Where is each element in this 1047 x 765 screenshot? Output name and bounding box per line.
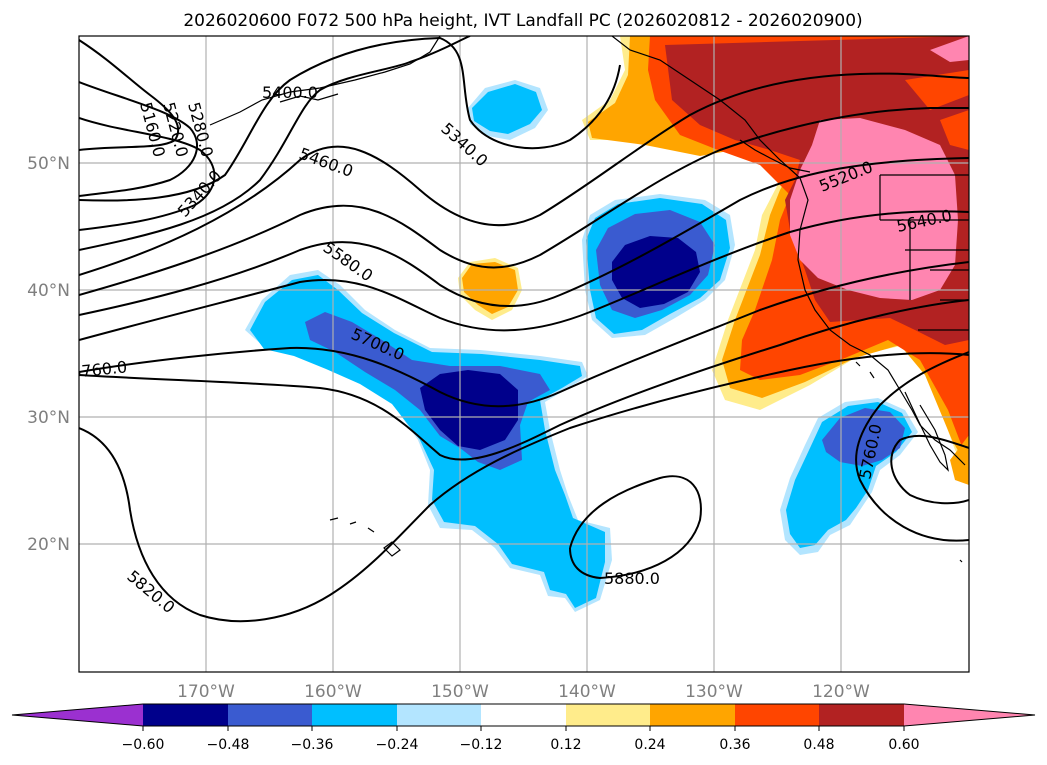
lat-label-40: 40°N	[27, 281, 70, 301]
height-contours	[79, 36, 969, 623]
shade-pink-nw	[930, 36, 969, 62]
lon-label-120w: 120°W	[812, 682, 870, 702]
positive-shading	[458, 36, 969, 485]
contour-label-5400: 5400.0	[262, 83, 318, 102]
shade-navy-sw	[420, 370, 518, 450]
colorbar-bin-1	[143, 704, 228, 726]
map-frame	[78, 35, 970, 673]
contour-5340	[79, 36, 621, 202]
figure-title: 2026020600 F072 500 hPa height, IVT Land…	[183, 11, 862, 31]
colorbar-bin-5	[481, 704, 566, 726]
shade-royal-se	[822, 408, 905, 466]
colorbar-tick-0: −0.60	[122, 737, 165, 753]
lon-label-160w: 160°W	[304, 682, 362, 702]
colorbar-tick-8: 0.48	[803, 737, 834, 753]
shade-orange-bc	[905, 70, 969, 110]
contour-5820	[79, 352, 969, 623]
shade-cyan-sw	[250, 275, 605, 608]
graticule	[79, 36, 969, 672]
colorbar-bin-2	[228, 704, 312, 726]
contour-5760-se	[855, 351, 969, 542]
lon-label-150w: 150°W	[431, 682, 489, 702]
colorbar-bin-8	[735, 704, 819, 726]
lat-label-30: 30°N	[27, 408, 70, 428]
contour-5280	[79, 117, 216, 231]
colorbar-tick-7: 0.36	[719, 737, 750, 753]
colorbar-over-arrow	[904, 704, 1035, 726]
contour-5700	[79, 261, 969, 408]
colorbar-bin-7	[650, 704, 735, 726]
colorbar-tick-5: 0.12	[550, 737, 581, 753]
colorbar-tick-3: −0.24	[376, 737, 419, 753]
colorbar-under-arrow	[12, 704, 143, 726]
contour-5580	[79, 157, 969, 316]
lat-label-20: 20°N	[27, 535, 70, 555]
longitude-labels: 170°W 160°W 150°W 140°W 130°W 120°W	[177, 682, 870, 702]
lat-label-50: 50°N	[27, 154, 70, 174]
colorbar-tick-9: 0.60	[888, 737, 919, 753]
contour-5760	[79, 299, 969, 461]
contour-5460	[79, 72, 969, 276]
colorbar-bin-9	[819, 704, 904, 726]
colorbar-bin-4	[397, 704, 481, 726]
contour-5880	[569, 475, 702, 580]
colorbar-ticks	[142, 726, 905, 731]
colorbar-tick-2: −0.36	[291, 737, 334, 753]
latitude-labels: 50°N 40°N 30°N 20°N	[27, 154, 70, 555]
colorbar-tick-4: −0.12	[460, 737, 503, 753]
contour-label-5880: 5880.0	[604, 569, 660, 588]
contour-5400	[79, 36, 471, 251]
negative-shading	[245, 80, 918, 612]
colorbar: −0.60 −0.48 −0.36 −0.24 −0.12 0.12 0.24 …	[11, 703, 1036, 753]
lon-label-170w: 170°W	[177, 682, 235, 702]
contour-5220	[79, 81, 199, 197]
shade-cyan-north	[472, 84, 542, 134]
map-panel: 5400.0 5340.0 5460.0 5280.0 5220.0 5160.…	[78, 35, 970, 673]
contour-5640	[79, 210, 969, 341]
lon-label-140w: 140°W	[558, 682, 616, 702]
contour-5520	[79, 106, 969, 296]
colorbar-tick-6: 0.24	[634, 737, 665, 753]
colorbar-tick-1: −0.48	[207, 737, 250, 753]
lon-label-130w: 130°W	[685, 682, 743, 702]
contour-5760-se-inner	[890, 434, 969, 505]
colorbar-bin-3	[312, 704, 397, 726]
colorbar-bin-6	[566, 704, 650, 726]
